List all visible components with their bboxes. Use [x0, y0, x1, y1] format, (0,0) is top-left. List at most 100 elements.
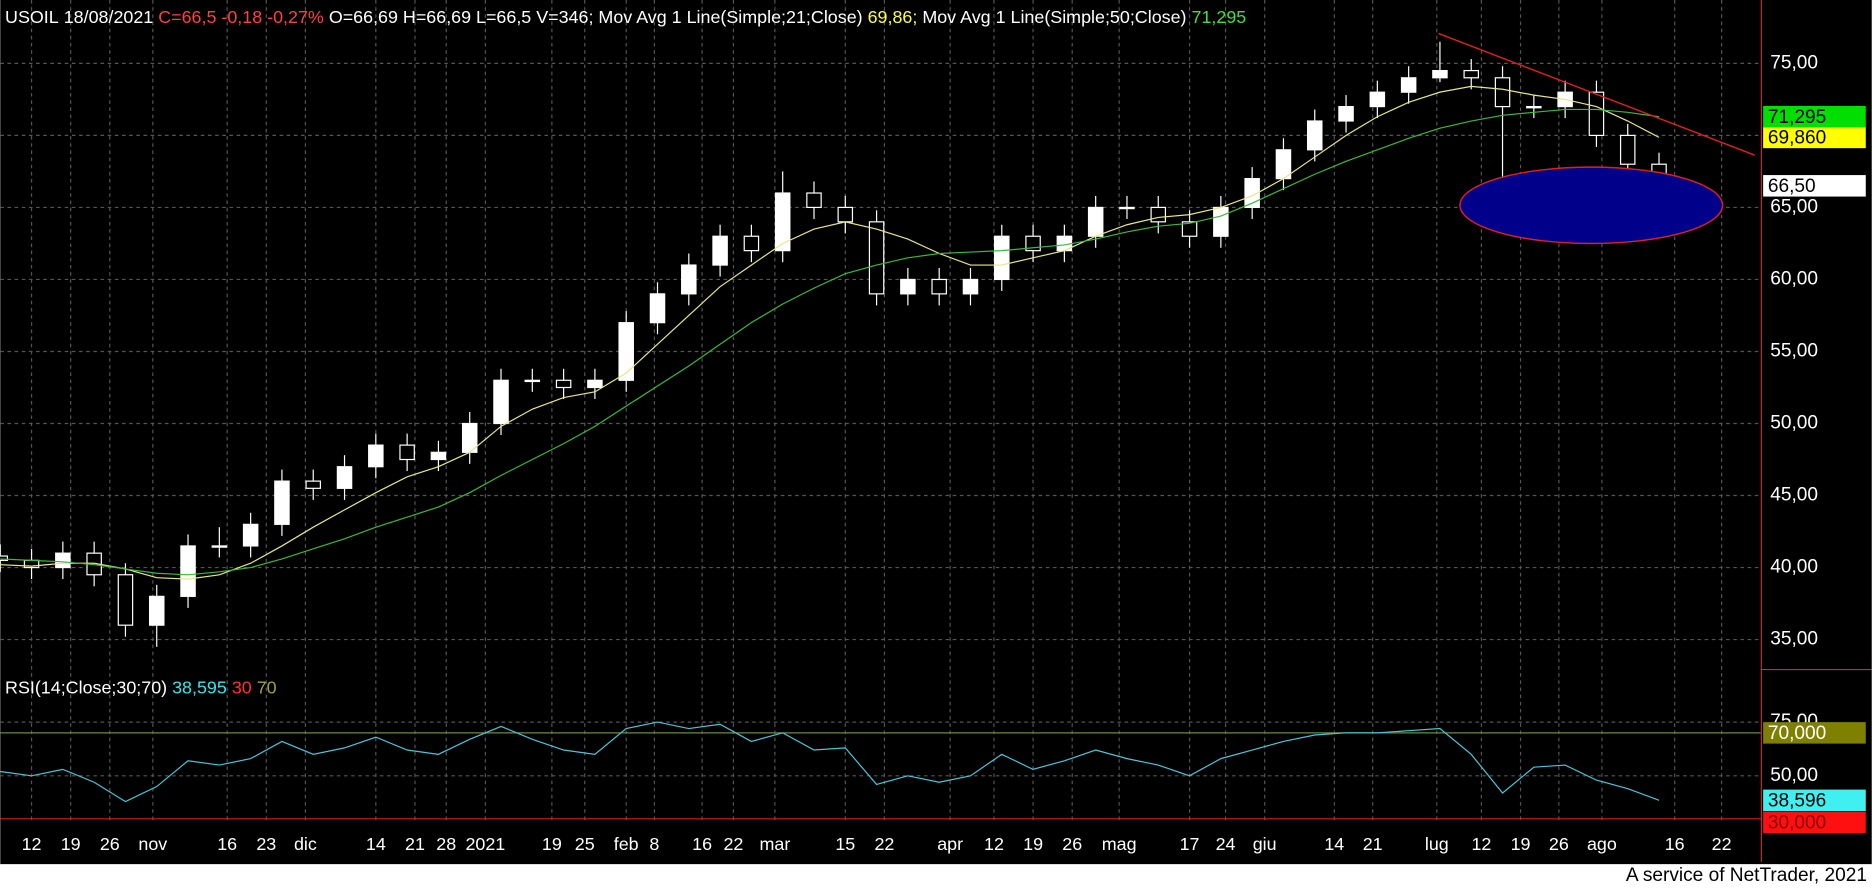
x-tick-label: 19: [1023, 834, 1043, 854]
lower-badge-bg: [1763, 811, 1866, 834]
candle-body: [1619, 134, 1636, 165]
y-tick-label: 75,00: [1770, 52, 1818, 73]
y-tick-label: 65,00: [1770, 196, 1818, 217]
candle-body: [1244, 178, 1260, 209]
x-tick-label: ago: [1587, 834, 1617, 854]
rsi-header: RSI(14;Close;30;70) 38,595 30 70: [5, 677, 277, 697]
symbol: USOIL: [5, 7, 59, 27]
moving-average: [0, 85, 1660, 580]
y-tick-label: 55,00: [1770, 341, 1818, 362]
x-tick-label: 16: [692, 834, 712, 854]
moving-average: [0, 108, 1660, 576]
upper-badge-bg: [1763, 722, 1866, 744]
candle-body: [743, 235, 760, 252]
candle-body: [712, 235, 728, 266]
candle-body: [274, 480, 290, 525]
ma50-value: 71,295: [1192, 7, 1247, 27]
x-tick-label: nov: [138, 834, 167, 854]
candle-body: [1463, 69, 1479, 79]
x-tick-label: 14: [1324, 834, 1344, 854]
candle-body: [399, 444, 415, 461]
candle-body: [1400, 77, 1417, 93]
x-tick-label: 22: [1712, 834, 1732, 854]
candle-body: [1526, 105, 1542, 109]
grid: [0, 0, 1761, 822]
candle-body: [900, 278, 916, 295]
candle-body: [1432, 69, 1448, 79]
candle-body: [211, 545, 228, 548]
price-badge-bg: [1763, 175, 1866, 197]
header: USOIL 18/08/2021 C=66,5 -0,18 -0,27% O=6…: [5, 7, 1246, 27]
upper-badge: 70,000: [1768, 723, 1826, 744]
rsi-badge-bg: [1763, 789, 1866, 812]
x-tick-label: 21: [405, 834, 425, 854]
candle-body: [430, 451, 447, 461]
y-tick-label: 45,00: [1770, 485, 1818, 506]
x-tick-label: 17: [1180, 834, 1200, 854]
x-tick-label: mar: [759, 834, 790, 854]
ohlcv: O=66,69 H=66,69 L=66,5 V=346;: [329, 7, 594, 27]
x-tick-label: 19: [61, 834, 81, 854]
rsi-lower: 30: [232, 677, 252, 697]
candle-body: [1119, 206, 1135, 210]
ma50-name: Mov Avg 1 Line(Simple;50;Close): [922, 7, 1186, 27]
rsi-badge: 38,596: [1768, 791, 1826, 812]
candle-body: [1369, 91, 1386, 108]
candle-body: [148, 595, 165, 626]
x-tick-label: 15: [835, 834, 855, 854]
y-tick-label: 60,00: [1770, 269, 1818, 290]
candle-body: [1306, 120, 1323, 151]
candle-body: [774, 192, 791, 252]
candle-body: [1494, 77, 1511, 108]
candle-body: [1275, 149, 1292, 180]
candle-body: [587, 379, 603, 389]
rsi-value: 38,595: [172, 677, 227, 697]
candle-body: [0, 555, 9, 561]
y-tick-label: 40,00: [1770, 557, 1818, 578]
x-tick-label: 16: [1665, 834, 1685, 854]
x-tick-label: giu: [1253, 834, 1277, 854]
candle-body: [1338, 105, 1354, 122]
candle-body: [305, 480, 321, 489]
ma-badge: 71,295: [1768, 107, 1826, 128]
x-tick-label: 19: [542, 834, 562, 854]
candle-body: [681, 264, 697, 295]
change: C=66,5 -0,18 -0,27%: [158, 7, 324, 27]
ma-badge: 69,860: [1768, 128, 1826, 149]
background: [0, 0, 1872, 865]
candle-body: [618, 322, 634, 381]
x-tick-label: 22: [723, 834, 743, 854]
candle-body: [1181, 221, 1198, 237]
x-tick-label: lug: [1425, 834, 1449, 854]
date: 18/08/2021: [64, 7, 154, 27]
candle-body: [806, 192, 822, 209]
candle-body: [962, 278, 979, 295]
candle-body: [931, 278, 947, 295]
x-tick-label: 21: [1363, 834, 1383, 854]
x-tick-label: dic: [294, 834, 317, 854]
x-tick-label: 8: [649, 834, 659, 854]
candle-body: [1588, 91, 1605, 137]
candle-body: [55, 552, 71, 569]
x-tick-label: 24: [1216, 834, 1236, 854]
x-tick-label: 26: [1062, 834, 1082, 854]
candle-body: [1087, 206, 1104, 237]
candle-body: [649, 293, 666, 324]
y-tick-label: 35,00: [1770, 629, 1818, 650]
x-tick-label: 12: [984, 834, 1004, 854]
ma21-name: Mov Avg 1 Line(Simple;21;Close): [598, 7, 862, 27]
x-tick-label: 26: [1549, 834, 1569, 854]
x-tick-label: 16: [217, 834, 237, 854]
lower-badge: 30,000: [1768, 813, 1826, 834]
footer: A service of NetTrader, 2021: [1626, 865, 1867, 886]
highlight-ellipse: [1459, 166, 1724, 245]
candle-body: [868, 221, 885, 295]
x-tick-label: 2021: [465, 834, 505, 854]
x-tick-label: 23: [256, 834, 276, 854]
candle-body: [1150, 206, 1167, 223]
candle-body: [368, 444, 384, 468]
candle-body: [493, 379, 509, 425]
candle-body: [837, 206, 854, 223]
